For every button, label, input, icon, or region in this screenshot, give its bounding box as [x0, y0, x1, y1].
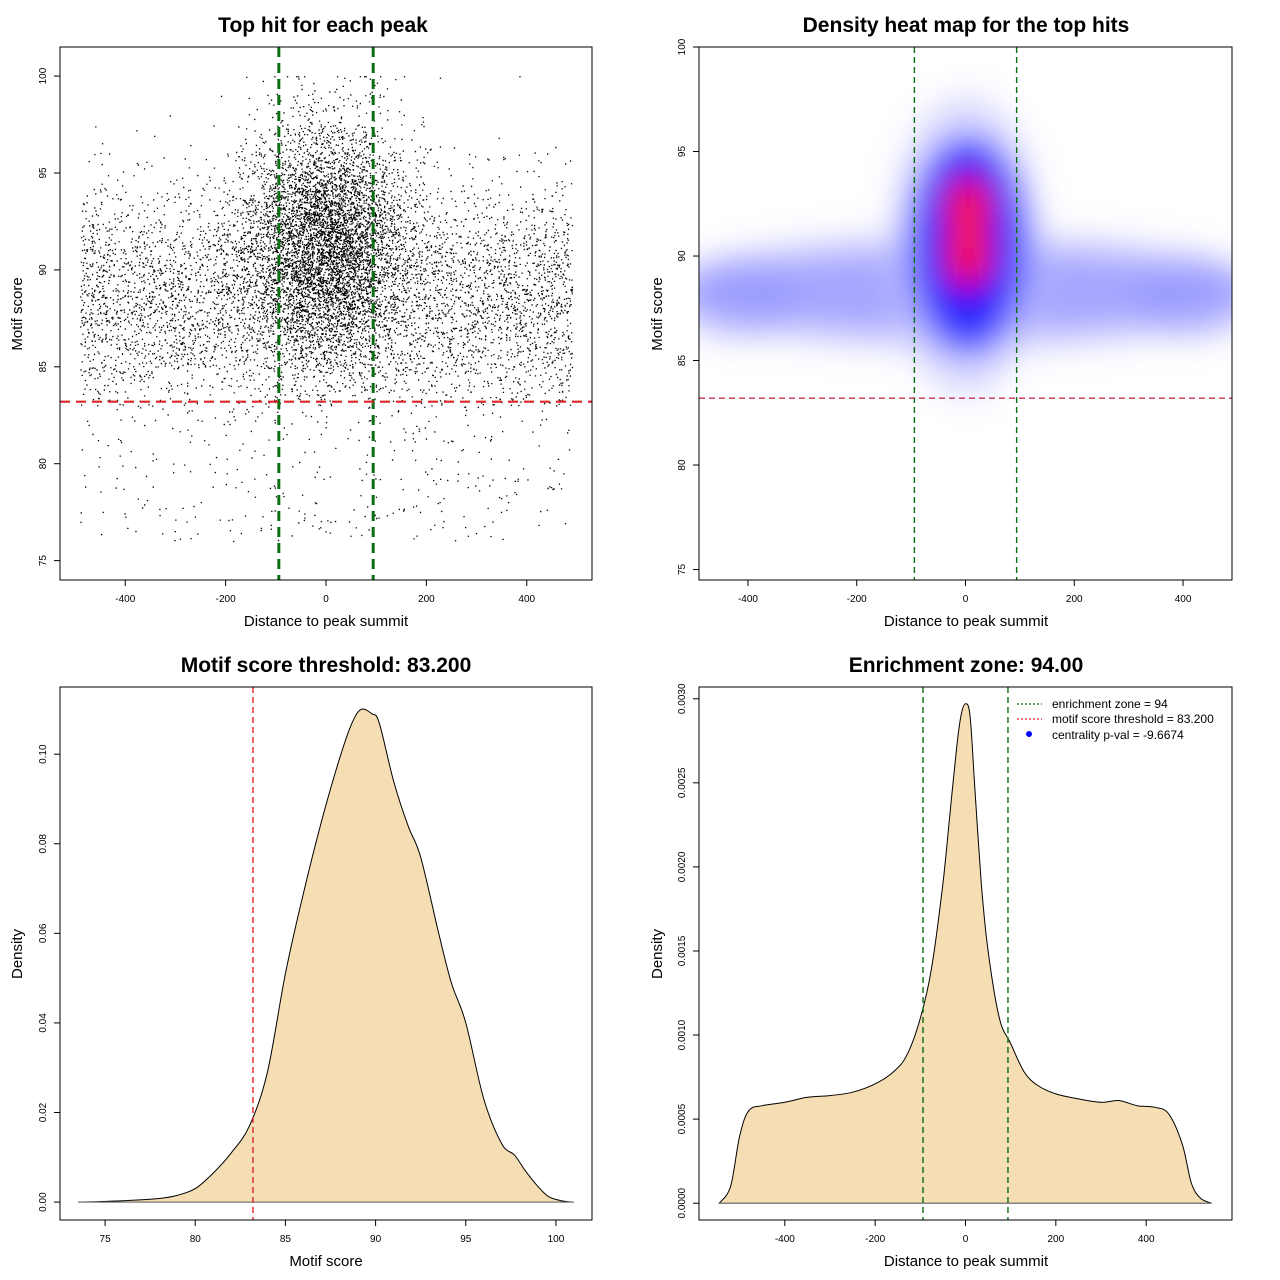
enrichment-zone-lines: [922, 687, 1009, 1220]
x-tick-label: 95: [460, 1234, 472, 1245]
y-tick-label: 90: [38, 264, 49, 276]
y-tick-label: 0.08: [38, 834, 49, 854]
distance-density-title: Enrichment zone: 94.00: [849, 654, 1084, 677]
y-tick-label: 0.00: [38, 1192, 49, 1212]
x-tick-label: 90: [370, 1234, 382, 1245]
heatmap-x-axis-label: Distance to peak summit: [884, 613, 1049, 630]
scatter-x-axis-label: Distance to peak summit: [244, 613, 409, 630]
x-tick-label: 200: [1047, 1234, 1064, 1245]
y-tick-label: 0.04: [38, 1013, 49, 1033]
x-tick-label: -200: [865, 1234, 885, 1245]
y-tick-label: 75: [677, 564, 688, 576]
x-tick-label: 200: [1066, 594, 1083, 605]
x-tick-label: 200: [418, 594, 435, 605]
heat-band-right: [1133, 257, 1232, 338]
y-tick-label: 0.02: [38, 1102, 49, 1122]
scatter-axes: -400 -200 0 200 400 75 80 85 90 95 100: [38, 67, 536, 605]
y-tick-label: 100: [677, 38, 688, 55]
y-tick-label: 0.0010: [677, 1019, 688, 1050]
scatter-reference-lines: [60, 47, 592, 580]
x-tick-label: 75: [100, 1234, 112, 1245]
distance-density-curve: [718, 703, 1212, 1204]
heatmap-reference-lines: [699, 47, 1232, 580]
heatmap-title: Density heat map for the top hits: [803, 14, 1130, 37]
distance-density-panel: Enrichment zone: 94.00 -400 -200 0 200 400 0.…: [649, 654, 1233, 1270]
y-tick-label: 95: [677, 146, 688, 158]
score-density-curve: [77, 708, 575, 1203]
x-tick-label: 400: [518, 594, 535, 605]
score-density-y-axis-label: Density: [9, 928, 26, 979]
scatter-panel: Top hit for each peak -400 -200 0 200 400 75 8…: [9, 14, 593, 630]
x-tick-label: 400: [1138, 1234, 1155, 1245]
x-tick-label: -200: [216, 594, 236, 605]
heatmap-axes: -400 -200 0 200 400 75 80 85 90 95 100: [677, 38, 1192, 605]
x-tick-label: 85: [280, 1234, 292, 1245]
x-tick-label: 0: [963, 594, 969, 605]
x-tick-label: -400: [775, 1234, 795, 1245]
y-tick-label: 0.0000: [677, 1187, 688, 1218]
y-tick-label: 80: [38, 458, 49, 470]
score-density-title: Motif score threshold: 83.200: [181, 654, 472, 677]
heatmap-panel: Density heat map for the top hits -400 -2…: [649, 14, 1233, 630]
x-tick-label: 100: [548, 1234, 565, 1245]
y-tick-label: 0.0015: [677, 935, 688, 966]
y-tick-label: 0.10: [38, 744, 49, 764]
y-tick-label: 80: [677, 459, 688, 471]
y-tick-label: 90: [677, 250, 688, 262]
x-tick-label: 0: [323, 594, 329, 605]
y-tick-label: 0.0030: [677, 683, 688, 714]
distance-density-plot-area: [718, 687, 1212, 1220]
y-tick-label: 0.0025: [677, 767, 688, 798]
score-density-plot-area: [77, 687, 575, 1220]
y-tick-label: 75: [38, 555, 49, 567]
x-tick-label: -200: [847, 594, 867, 605]
scatter-y-axis-label: Motif score: [9, 277, 26, 350]
heat-hot-column: [950, 175, 987, 286]
legend-threshold-label: motif score threshold = 83.200: [1052, 712, 1214, 726]
x-tick-label: 80: [190, 1234, 202, 1245]
y-tick-label: 85: [677, 355, 688, 367]
legend-pval-label: centrality p-val = -9.6674: [1052, 728, 1184, 742]
score-density-panel: Motif score threshold: 83.200 75 80 85 90 95…: [9, 654, 593, 1270]
x-tick-label: -400: [115, 594, 135, 605]
distance-density-y-axis-label: Density: [649, 928, 666, 979]
scatter-points: [80, 76, 574, 543]
y-tick-label: 0.06: [38, 923, 49, 943]
y-tick-label: 100: [38, 67, 49, 84]
distance-density-x-axis-label: Distance to peak summit: [884, 1253, 1049, 1270]
x-tick-label: -400: [738, 594, 758, 605]
heatmap-y-axis-label: Motif score: [649, 277, 666, 350]
x-tick-label: 0: [963, 1234, 969, 1245]
scatter-title: Top hit for each peak: [218, 14, 428, 37]
y-tick-label: 0.0020: [677, 851, 688, 882]
y-tick-label: 85: [38, 361, 49, 373]
distance-density-axes: -400 -200 0 200 400 0.0000 0.0005 0.0010 0.0015 0…: [677, 683, 1155, 1245]
y-tick-label: 0.0005: [677, 1103, 688, 1134]
score-density-x-axis-label: Motif score: [289, 1253, 362, 1270]
legend-enrichment-zone-label: enrichment zone = 94: [1052, 697, 1168, 711]
legend-pval-dot: [1026, 731, 1032, 737]
score-density-axes: 75 80 85 90 95 100 0.00 0.02 0.04 0.06 0.08 0.10: [38, 744, 565, 1245]
heatmap-density-field: [699, 95, 1232, 396]
legend: enrichment zone = 94 motif score thresho…: [1017, 697, 1214, 742]
heat-band-left: [699, 257, 798, 338]
y-tick-label: 95: [38, 167, 49, 179]
x-tick-label: 400: [1175, 594, 1192, 605]
scatter-point-cloud: [80, 76, 574, 543]
